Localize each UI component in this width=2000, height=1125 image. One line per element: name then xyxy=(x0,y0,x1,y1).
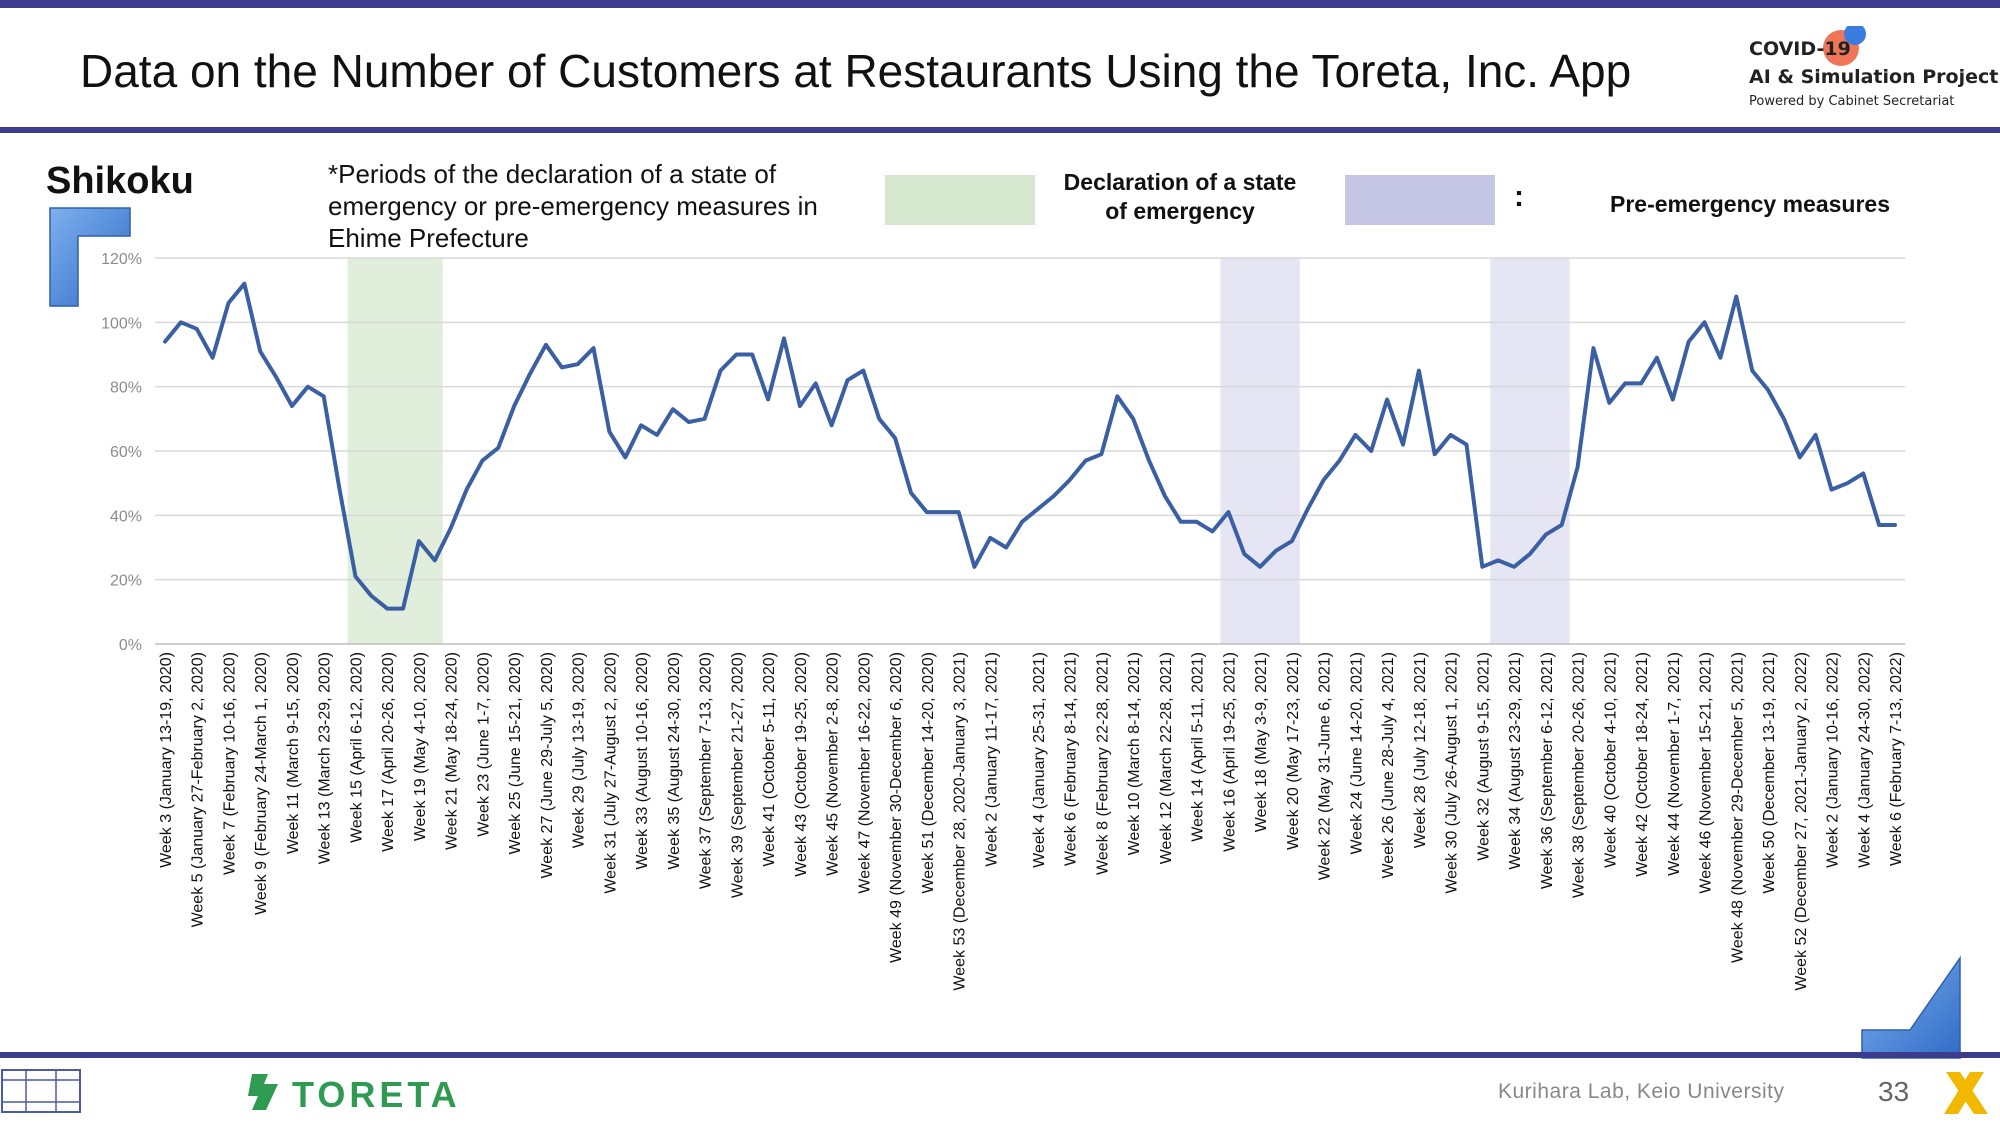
x-tick-label: Week 29 (July 13-19, 2020) xyxy=(571,652,588,848)
x-tick-label: Week 13 (March 23-29, 2020) xyxy=(317,652,334,864)
x-tick-label: Week 35 (August 24-30, 2020) xyxy=(666,652,683,870)
x-tick-label: Week 30 (July 26-August 1, 2021) xyxy=(1444,652,1461,894)
x-tick-label: Week 23 (June 1-7, 2020) xyxy=(475,652,492,837)
x-tick-label: Week 31 (July 27-August 2, 2020) xyxy=(602,652,619,894)
x-tick-label: Week 5 (January 27-February 2, 2020) xyxy=(190,652,207,927)
y-tick-label: 20% xyxy=(110,573,142,590)
covid-project-logo: COVID-19 AI & Simulation Project Powered… xyxy=(1745,26,1998,114)
x-tick-label: Week 22 (May 31-June 6, 2021) xyxy=(1317,652,1334,880)
x-tick-label: Week 40 (October 4-10, 2021) xyxy=(1602,652,1619,868)
logo-circles-icon xyxy=(1823,26,1866,66)
x-tick-label: Week 7 (February 10-16, 2020) xyxy=(221,652,238,875)
legend-pre-emergency-label: Pre-emergency measures xyxy=(1610,191,1890,217)
y-tick-label: 120% xyxy=(101,251,142,268)
x-tick-label: Week 21 (May 18-24, 2020) xyxy=(444,652,461,850)
keio-lab-logo-icon xyxy=(1,1069,81,1113)
x-tick-label: Week 18 (May 3-9, 2021) xyxy=(1253,652,1270,832)
x-tick-label: Week 9 (February 24-March 1, 2020) xyxy=(253,652,270,915)
x-tick-label: Week 8 (February 22-28, 2021) xyxy=(1094,652,1111,875)
period-note: *Periods of the declaration of a state o… xyxy=(328,159,818,253)
x-tick-label: Week 33 (August 10-16, 2020) xyxy=(634,652,651,870)
x-tick-label: Week 12 (March 22-28, 2021) xyxy=(1158,652,1175,864)
x-tick-label: Week 11 (March 9-15, 2020) xyxy=(285,652,302,854)
deco-corner-top-left xyxy=(49,207,131,307)
x-tick-label: Week 10 (March 8-14, 2021) xyxy=(1126,652,1143,855)
x-tick-label: Week 46 (November 15-21, 2021) xyxy=(1698,652,1715,894)
x-tick-label: Week 19 (May 4-10, 2020) xyxy=(412,652,429,841)
x-tick-label: Week 36 (September 6-12, 2021) xyxy=(1539,652,1556,889)
x-tick-label: Week 39 (September 21-27, 2020) xyxy=(729,652,746,898)
x-tick-label: Week 6 (February 7-13, 2022) xyxy=(1888,652,1905,866)
x-tick-label: Week 25 (June 15-21, 2020) xyxy=(507,652,524,855)
x-tick-label: Week 34 (August 23-29, 2021) xyxy=(1507,652,1524,870)
logo-line2: AI & Simulation Project xyxy=(1749,66,1999,88)
x-tick-label: Week 27 (June 29-July 5, 2020) xyxy=(539,652,556,879)
logo-line3: Powered by Cabinet Secretariat xyxy=(1749,94,1955,109)
toreta-brand-logo: TORETA xyxy=(292,1074,461,1115)
y-tick-label: 40% xyxy=(110,508,142,525)
header-divider xyxy=(0,127,2000,133)
x-tick-label: Week 4 (January 25-31, 2021) xyxy=(1031,652,1048,868)
x-tick-label: Week 20 (May 17-23, 2021) xyxy=(1285,652,1302,850)
top-accent-bar xyxy=(0,0,2000,8)
x-tick-label: Week 4 (January 24-30, 2022) xyxy=(1856,652,1873,868)
x-tick-label: Week 41 (October 5-11, 2020) xyxy=(761,652,778,867)
footer-divider xyxy=(0,1052,2000,1058)
x-tick-label: Week 42 (October 18-24, 2021) xyxy=(1634,652,1651,877)
x-tick-label: Week 14 (April 5-11, 2021) xyxy=(1190,652,1207,842)
logo-line1: COVID-19 xyxy=(1749,38,1851,60)
x-tick-label: Week 37 (September 7-13, 2020) xyxy=(698,652,715,889)
x-tick-label: Week 2 (January 11-17, 2021) xyxy=(983,652,1000,867)
y-tick-label: 100% xyxy=(101,315,142,332)
x-mark-logo-icon xyxy=(1944,1072,1988,1114)
x-tick-label: Week 17 (April 20-26, 2020) xyxy=(380,652,397,852)
x-tick-label: Week 44 (November 1-7, 2021) xyxy=(1666,652,1683,876)
x-tick-label: Week 50 (December 13-19, 2021) xyxy=(1761,652,1778,894)
legend-colon: : xyxy=(1514,180,1524,213)
y-tick-label: 80% xyxy=(110,380,142,397)
y-tick-label: 0% xyxy=(119,637,142,654)
x-tick-label: Week 38 (September 20-26, 2021) xyxy=(1571,652,1588,898)
x-tick-label: Week 15 (April 6-12, 2020) xyxy=(348,652,365,843)
x-tick-label: Week 32 (August 9-15, 2021) xyxy=(1475,652,1492,861)
legend-emergency-swatch xyxy=(885,175,1035,225)
x-tick-label: Week 47 (November 16-22, 2020) xyxy=(856,652,873,894)
x-tick-label: Week 52 (December 27, 2021-January 2, 20… xyxy=(1793,652,1810,991)
x-tick-label: Week 3 (January 13-19, 2020) xyxy=(158,652,175,868)
x-tick-label: Week 43 (October 19-25, 2020) xyxy=(793,652,810,877)
x-tick-label: Week 28 (July 12-18, 2021) xyxy=(1412,652,1429,848)
x-tick-label: Week 24 (June 14-20, 2021) xyxy=(1348,652,1365,855)
x-tick-label: Week 6 (February 8-14, 2021) xyxy=(1063,652,1080,866)
page-title: Data on the Number of Customers at Resta… xyxy=(80,45,1632,97)
x-tick-label: Week 26 (June 28-July 4, 2021) xyxy=(1380,652,1397,879)
x-tick-label: Week 45 (November 2-8, 2020) xyxy=(825,652,842,876)
x-tick-label: Week 48 (November 29-December 5, 2021) xyxy=(1729,652,1746,963)
x-tick-label: Week 51 (December 14-20, 2020) xyxy=(920,652,937,894)
region-title: Shikoku xyxy=(46,160,194,202)
x-tick-label: Week 49 (November 30-December 6, 2020) xyxy=(888,652,905,963)
toreta-leaf-icon xyxy=(248,1074,278,1110)
y-tick-label: 60% xyxy=(110,444,142,461)
legend-pre-emergency-swatch xyxy=(1345,175,1495,225)
series-line xyxy=(163,281,1897,611)
page-number: 33 xyxy=(1878,1076,1910,1107)
deco-corner-bottom-right xyxy=(1861,955,1961,1059)
legend-emergency-label: Declaration of a state of emergency xyxy=(1063,169,1297,224)
x-tick-label: Week 53 (December 28, 2020-January 3, 20… xyxy=(952,652,969,991)
x-tick-label: Week 2 (January 10-16, 2022) xyxy=(1825,652,1842,868)
footer-lab-label: Kurihara Lab, Keio University xyxy=(1498,1080,1785,1103)
x-tick-label: Week 16 (April 19-25, 2021) xyxy=(1221,652,1238,852)
